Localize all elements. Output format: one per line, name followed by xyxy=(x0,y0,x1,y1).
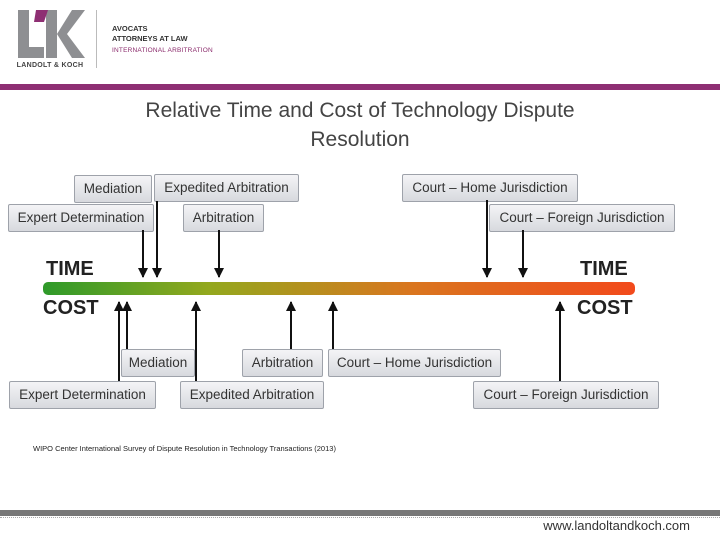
cost-label-left: COST xyxy=(43,297,99,319)
firm-tagline-attorneys: ATTORNEYS AT LAW xyxy=(112,34,188,43)
slide-title-line1: Relative Time and Cost of Technology Dis… xyxy=(145,99,575,122)
source-citation: WIPO Center International Survey of Disp… xyxy=(33,444,336,453)
time-cost-scale-bar xyxy=(43,282,635,295)
cost-box-arbitration: Arbitration xyxy=(242,349,323,377)
slide-title-line2: Resolution xyxy=(310,128,410,151)
time-label-left: TIME xyxy=(46,258,94,280)
landolt-koch-logo-icon xyxy=(18,10,85,58)
firm-tagline-arbitration: INTERNATIONAL ARBITRATION xyxy=(112,47,213,54)
time-box-arbitration: Arbitration xyxy=(183,204,264,232)
cost-box-expert-determination: Expert Determination xyxy=(9,381,156,409)
cost-box-mediation: Mediation xyxy=(121,349,195,377)
cost-box-expedited-arbitration: Expedited Arbitration xyxy=(180,381,324,409)
footer-bar xyxy=(0,510,720,516)
cost-label-right: COST xyxy=(577,297,633,319)
time-box-court-home: Court – Home Jurisdiction xyxy=(402,174,578,202)
time-box-expert-determination: Expert Determination xyxy=(8,204,154,232)
time-label-right: TIME xyxy=(580,258,628,280)
time-box-mediation: Mediation xyxy=(74,175,152,203)
time-box-expedited-arbitration: Expedited Arbitration xyxy=(154,174,299,202)
slide-title: Relative Time and Cost of Technology Dis… xyxy=(60,96,660,154)
cost-box-court-home: Court – Home Jurisdiction xyxy=(328,349,501,377)
firm-tagline-avocats: AVOCATS xyxy=(112,24,148,33)
header-divider xyxy=(96,10,97,68)
cost-box-court-foreign: Court – Foreign Jurisdiction xyxy=(473,381,659,409)
footer-dotted-line xyxy=(0,517,720,519)
logo-firm-name: LANDOLT & KOCH xyxy=(16,62,84,69)
header-accent-bar xyxy=(0,84,720,90)
time-box-court-foreign: Court – Foreign Jurisdiction xyxy=(489,204,675,232)
website-link[interactable]: www.landoltandkoch.com xyxy=(543,518,690,533)
